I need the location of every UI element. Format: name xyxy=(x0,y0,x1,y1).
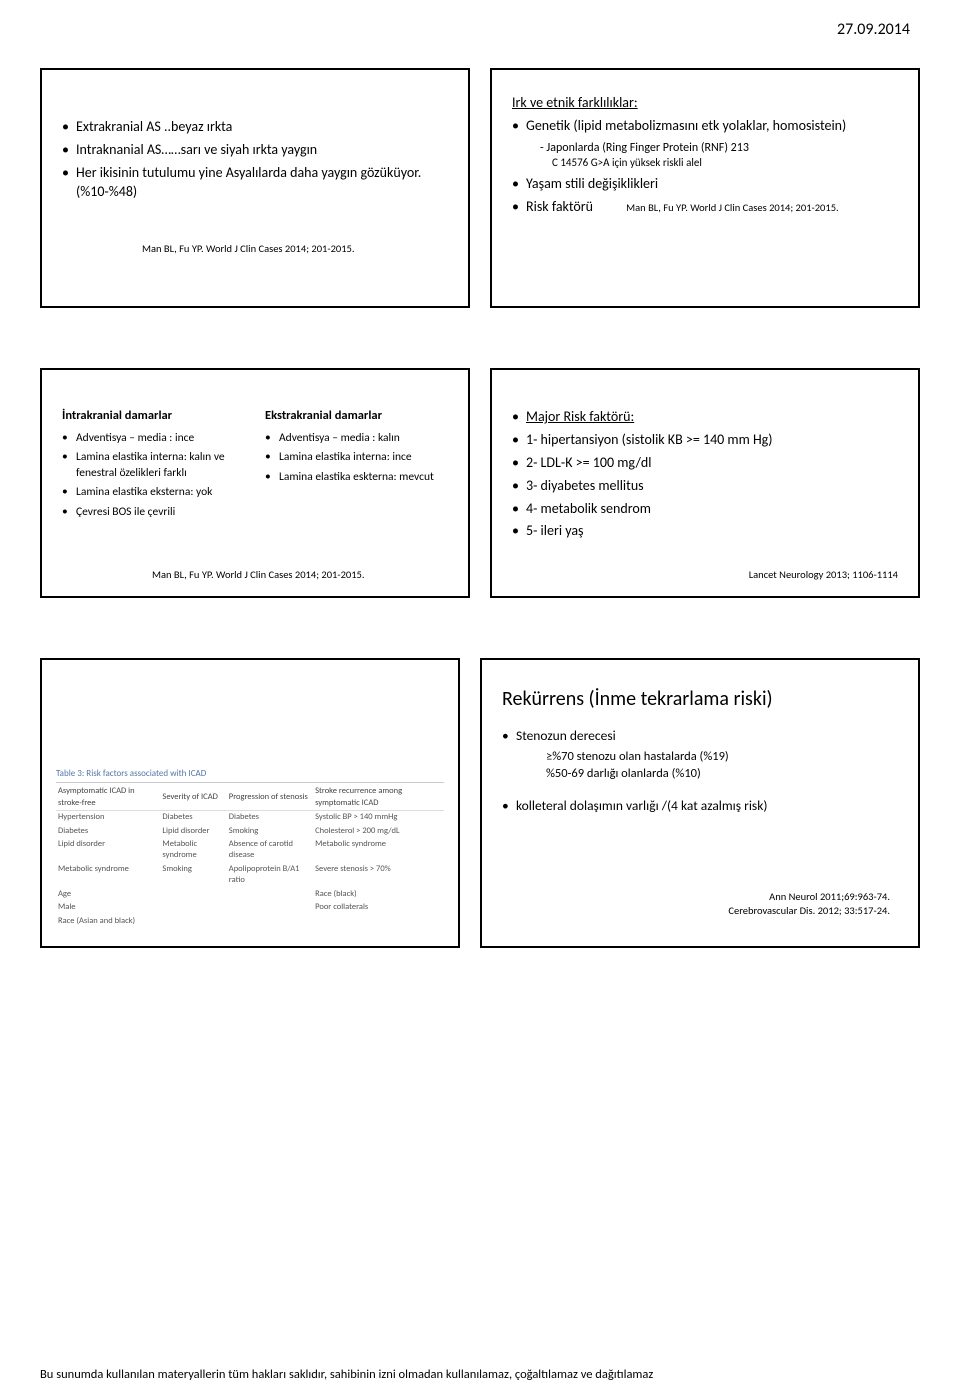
th: Progression of stenosis xyxy=(227,785,313,810)
list-item: Her ikisinin tutulumu yine Asyalılarda d… xyxy=(62,164,448,202)
th: Asymptomatic ICAD in stroke-free xyxy=(56,785,160,810)
slide-6: Rekürrens (İnme tekrarlama riski) Stenoz… xyxy=(480,658,920,948)
list-item: 2- LDL-K >= 100 mg/dl xyxy=(512,454,898,473)
list-item: Lamina elastika eksterna: yok xyxy=(62,485,245,501)
citation: Man BL, Fu YP. World J Clin Cases 2014; … xyxy=(142,242,448,256)
list-item: Lamina elastika eskterna: mevcut xyxy=(265,470,448,486)
slide2-heading: Irk ve etnik farklılıklar: xyxy=(512,94,898,113)
col-heading: İntrakranial damarlar xyxy=(62,408,245,425)
slide-5: Table 3: Risk factors associated with IC… xyxy=(40,658,460,948)
risk-table: Asymptomatic ICAD in stroke-free Severit… xyxy=(56,785,444,928)
td: Diabetes xyxy=(56,825,160,838)
page-date: 27.09.2014 xyxy=(837,20,910,39)
td: Age xyxy=(56,888,160,901)
page: 27.09.2014 Extrakranial AS ..beyaz ırkta… xyxy=(0,0,960,1396)
citation: Lancet Neurology 2013; 1106-1114 xyxy=(749,568,898,582)
list-item: Risk faktörü Man BL, Fu YP. World J Clin… xyxy=(512,198,898,217)
td: Metabolic syndrome xyxy=(56,863,160,888)
td: Smoking xyxy=(227,825,313,838)
list-item: 4- metabolik sendrom xyxy=(512,500,898,519)
slide2-sub: Japonlarda (Ring Finger Protein (RNF) 21… xyxy=(512,140,898,156)
slide-2: Irk ve etnik farklılıklar: Genetik (lipi… xyxy=(490,68,920,308)
citation: Ann Neurol 2011;69:963-74. xyxy=(769,890,890,904)
th: Severity of ICAD xyxy=(160,785,226,810)
td xyxy=(313,915,444,928)
slide-1: Extrakranial AS ..beyaz ırkta Intraknani… xyxy=(40,68,470,308)
list-item: kolleteral dolaşımın varlığı /(4 kat aza… xyxy=(502,797,898,815)
slide2-list: Genetik (lipid metabolizmasını etk yolak… xyxy=(512,117,898,136)
td: Male xyxy=(56,901,160,914)
td: Absence of carotid disease xyxy=(227,838,313,863)
list-item: Intraknanial AS……sarı ve siyah ırkta yay… xyxy=(62,141,448,160)
col-list: Adventisya – media : kalın Lamina elasti… xyxy=(265,431,448,486)
slide-4: Major Risk faktörü: 1- hipertansiyon (si… xyxy=(490,368,920,598)
slide2-list2: Yaşam stili değişiklikleri Risk faktörü … xyxy=(512,175,898,217)
th: Stroke recurrence among symptomatic ICAD xyxy=(313,785,444,810)
list-item: 3- diyabetes mellitus xyxy=(512,477,898,496)
row-2: İntrakranial damarlar Adventisya – media… xyxy=(40,368,920,598)
slide4-list: Major Risk faktörü: 1- hipertansiyon (si… xyxy=(512,408,898,541)
sub-line: ≥%70 stenozu olan hastalarda (%19) xyxy=(502,749,898,766)
citation: Man BL, Fu YP. World J Clin Cases 2014; … xyxy=(152,568,365,582)
col-left: İntrakranial damarlar Adventisya – media… xyxy=(62,408,245,524)
list-item: Lamina elastika interna: ince xyxy=(265,450,448,466)
footer-text: Bu sunumda kullanılan materyallerin tüm … xyxy=(40,1367,920,1382)
td: Severe stenosis > 70% xyxy=(313,863,444,888)
td: Diabetes xyxy=(160,811,226,825)
td: Hypertension xyxy=(56,811,160,825)
list-item: 5- ileri yaş xyxy=(512,522,898,541)
td: Race (Asian and black) xyxy=(56,915,160,928)
td: Lipid disorder xyxy=(56,838,160,863)
slide3-cols: İntrakranial damarlar Adventisya – media… xyxy=(62,408,448,524)
td: Cholesterol > 200 mg/dL xyxy=(313,825,444,838)
td xyxy=(227,901,313,914)
risk-text: Risk faktörü xyxy=(526,198,593,215)
table-wrap: Table 3: Risk factors associated with IC… xyxy=(52,764,448,932)
sub-dash: Japonlarda (Ring Finger Protein (RNF) 21… xyxy=(540,141,749,155)
list-item: Genetik (lipid metabolizmasını etk yolak… xyxy=(512,117,898,136)
td: Race (black) xyxy=(313,888,444,901)
list-item: Extrakranial AS ..beyaz ırkta xyxy=(62,118,448,137)
list-item: Adventisya – media : ince xyxy=(62,431,245,447)
citation: Cerebrovascular Dis. 2012; 33:517-24. xyxy=(728,904,890,918)
slide6-title: Rekürrens (İnme tekrarlama riski) xyxy=(502,686,898,713)
list-item: Lamina elastika interna: kalın ve fenest… xyxy=(62,450,245,481)
td: Diabetes xyxy=(227,811,313,825)
td xyxy=(160,901,226,914)
col-heading: Ekstrakranial damarlar xyxy=(265,408,448,425)
td: Lipid disorder xyxy=(160,825,226,838)
td xyxy=(160,915,226,928)
td: Metabolic syndrome xyxy=(313,838,444,863)
citation: Man BL, Fu YP. World J Clin Cases 2014; … xyxy=(626,201,839,215)
td xyxy=(227,915,313,928)
sub-line: %50-69 darlığı olanlarda (%10) xyxy=(502,766,898,783)
list-item: Major Risk faktörü: xyxy=(512,408,898,427)
td xyxy=(160,888,226,901)
slide2-subc: C 14576 G>A için yüksek riskli alel xyxy=(512,156,898,171)
list-item: Stenozun derecesi xyxy=(502,727,898,745)
table-title: Table 3: Risk factors associated with IC… xyxy=(56,768,444,783)
list-item: 1- hipertansiyon (sistolik KB >= 140 mm … xyxy=(512,431,898,450)
col-list: Adventisya – media : ince Lamina elastik… xyxy=(62,431,245,521)
row-1: Extrakranial AS ..beyaz ırkta Intraknani… xyxy=(40,68,920,308)
slide6-list: Stenozun derecesi xyxy=(502,727,898,745)
td xyxy=(227,888,313,901)
list-item: Adventisya – media : kalın xyxy=(265,431,448,447)
tbody: HypertensionDiabetesDiabetesSystolic BP … xyxy=(56,811,444,929)
slide-3: İntrakranial damarlar Adventisya – media… xyxy=(40,368,470,598)
td: Systolic BP > 140 mmHg xyxy=(313,811,444,825)
td: Smoking xyxy=(160,863,226,888)
list-item: Yaşam stili değişiklikleri xyxy=(512,175,898,194)
slide6-list2: kolleteral dolaşımın varlığı /(4 kat aza… xyxy=(502,797,898,815)
list-item: Çevresi BOS ile çevrili xyxy=(62,505,245,521)
row-3: Table 3: Risk factors associated with IC… xyxy=(40,658,920,948)
td: Apolipoprotein B/A1 ratio xyxy=(227,863,313,888)
td: Metabolic syndrome xyxy=(160,838,226,863)
col-right: Ekstrakranial damarlar Adventisya – medi… xyxy=(265,408,448,524)
td: Poor collaterals xyxy=(313,901,444,914)
major-risk: Major Risk faktörü: xyxy=(526,408,634,425)
slide1-list: Extrakranial AS ..beyaz ırkta Intraknani… xyxy=(62,118,448,202)
